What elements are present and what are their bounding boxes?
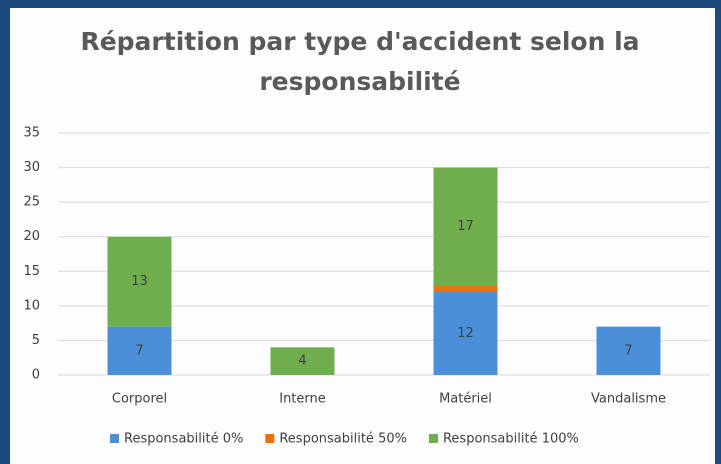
y-tick-label: 0 xyxy=(32,368,40,383)
y-tick-label: 30 xyxy=(23,160,40,175)
x-tick-label: Vandalisme xyxy=(591,392,666,407)
chart-panel xyxy=(10,8,715,464)
data-label: 12 xyxy=(457,326,474,341)
y-tick-label: 25 xyxy=(23,195,40,210)
y-tick-label: 15 xyxy=(23,264,40,279)
data-label: 4 xyxy=(298,354,306,369)
data-label: 13 xyxy=(131,274,148,289)
data-label: 7 xyxy=(135,343,143,358)
x-tick-label: Corporel xyxy=(112,392,167,407)
legend-swatch xyxy=(110,434,119,443)
legend-label: Responsabilité 50% xyxy=(279,432,407,447)
bar-segment xyxy=(107,326,172,375)
x-tick-label: Matériel xyxy=(439,392,492,407)
bar-segment xyxy=(107,236,172,327)
y-tick-label: 20 xyxy=(23,229,40,244)
y-tick-label: 5 xyxy=(32,333,40,348)
bar-segment xyxy=(433,285,498,293)
bar-segment xyxy=(596,326,661,375)
data-label: 7 xyxy=(624,343,632,358)
bar-segment xyxy=(433,167,498,286)
y-tick-label: 10 xyxy=(23,298,40,313)
data-label: 17 xyxy=(457,219,474,234)
legend-swatch xyxy=(428,434,438,443)
bar-segment xyxy=(433,292,498,375)
legend-label: Responsabilité 0% xyxy=(124,432,243,447)
y-tick-label: 35 xyxy=(23,126,40,141)
bar-segment xyxy=(270,347,335,375)
chart-title: Répartition par type d'accident selon la… xyxy=(80,27,640,96)
legend-label: Responsabilité 100% xyxy=(443,432,579,447)
x-tick-label: Interne xyxy=(279,392,326,407)
legend-swatch xyxy=(265,434,275,443)
